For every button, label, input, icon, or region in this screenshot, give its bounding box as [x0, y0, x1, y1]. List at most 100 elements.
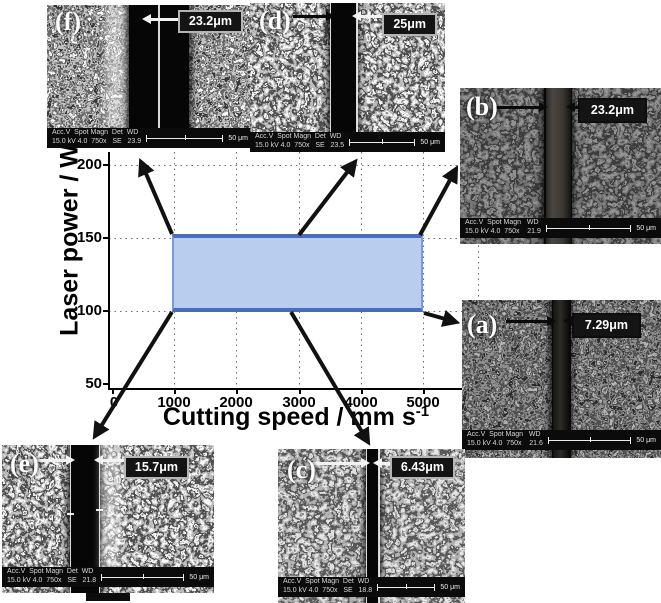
y-axis-line	[108, 152, 110, 390]
panel-letter: (f)	[55, 7, 81, 36]
measure-arrow-right-icon	[505, 320, 548, 323]
sem-meta-values: 15.0 kV 4.0 750x 21.9	[465, 228, 541, 235]
sem-info-bar: Acc.V Spot Magn Det WD 15.0 kV 4.0 750x …	[47, 128, 253, 148]
sem-info-bar: Acc.V Spot Magn WD 15.0 kV 4.0 750x 21.9…	[460, 218, 661, 238]
kerf-width-badge: 7.29μm	[571, 313, 641, 338]
x-axis-line	[108, 388, 481, 390]
kerf-width-badge: 6.43μm	[389, 456, 455, 479]
kerf-channel	[551, 300, 570, 458]
panel-letter: (d)	[259, 6, 291, 35]
measure-arrow-right-icon	[25, 459, 68, 462]
y-tick	[103, 237, 109, 239]
sem-panel-d: (d) 25μm Acc.V Spot Magn Det WD 15.0 kV …	[250, 3, 445, 152]
x-tick	[174, 389, 176, 394]
kerf-edge-line	[378, 449, 380, 603]
sem-meta-values: 15.0 kV 4.0 750x 21.6	[467, 440, 543, 447]
sem-meta: Acc.V Spot Magn WD 15.0 kV 4.0 750x 21.6	[467, 431, 543, 449]
kerf-channel	[365, 449, 379, 603]
kerf-width-badge: 23.2μm	[177, 10, 243, 33]
sem-panel-e: (e) 15.7μm Acc.V Spot Magn Det WD 15.0 k…	[2, 445, 214, 593]
scale-bar	[349, 137, 416, 147]
panel-letter: (a)	[467, 310, 498, 339]
sem-meta-values: 15.0 kV 4.0 750x SE 23.5	[255, 142, 345, 149]
x-tick-label: 2000	[219, 394, 253, 411]
scale-bar-label: 50 μm	[636, 224, 656, 232]
sem-info-bar: Acc.V Spot Magn Det WD 15.0 kV 4.0 750x …	[2, 567, 214, 587]
panel-letter: (b)	[466, 92, 498, 121]
sem-meta-values: 15.0 kV 4.0 750x SE 21.8	[7, 577, 97, 584]
sem-meta-header: Acc.V Spot Magn WD	[467, 431, 541, 439]
panel-letter: (e)	[10, 449, 39, 478]
gridline-x5000	[423, 152, 424, 388]
kerf-tick-mark	[66, 513, 74, 516]
sem-meta: Acc.V Spot Magn Det WD 15.0 kV 4.0 750x …	[52, 129, 141, 147]
sem-meta-header: Acc.V Spot Magn Det WD	[7, 568, 94, 576]
sem-meta-header: Acc.V Spot Magn Det WD	[255, 133, 342, 141]
measure-arrow-right-icon	[496, 106, 541, 109]
kerf-edge-line	[544, 88, 546, 244]
scale-bar-label: 50 μm	[228, 134, 248, 142]
sem-info-bar: Acc.V Spot Magn Det WD 15.0 kV 4.0 750x …	[278, 577, 465, 597]
highlighted-parameter-region	[172, 234, 423, 312]
y-tick-label: 150	[76, 229, 102, 246]
scale-bar-label: 50 μm	[440, 583, 460, 591]
sem-meta: Acc.V Spot Magn Det WD 15.0 kV 4.0 750x …	[283, 578, 372, 596]
kerf-edge-line	[569, 300, 571, 458]
scale-bar	[547, 435, 632, 445]
kerf-edge-line	[356, 3, 358, 152]
scale-bar	[101, 572, 185, 582]
kerf-edge-line	[570, 88, 573, 244]
sem-panel-f: (f) 23.2μm Acc.V Spot Magn Det WD 15.0 k…	[47, 5, 253, 148]
x-tick-label: 0	[109, 394, 119, 411]
kerf-tick-mark	[96, 508, 104, 511]
kerf-width-badge: 25μm	[382, 13, 437, 36]
kerf-edge-line	[329, 3, 332, 152]
melt-edge-highlight	[99, 445, 121, 573]
sem-meta-values: 15.0 kV 4.0 750x SE 23.9	[52, 138, 142, 145]
sem-meta: Acc.V Spot Magn Det WD 15.0 kV 4.0 750x …	[7, 568, 96, 586]
kerf-width-badge: 15.7μm	[123, 456, 189, 479]
x-axis-title-text: Cutting speed / mm s	[162, 403, 416, 431]
gridline-right-edge	[478, 152, 479, 388]
measure-arrow-left-icon	[360, 15, 387, 18]
gridline-y200	[109, 165, 480, 166]
y-axis-title: Laser power / W	[55, 144, 84, 336]
y-tick	[103, 383, 109, 385]
x-tick-label: 5000	[406, 394, 440, 411]
kerf-edge-line	[98, 445, 101, 593]
sem-meta-header: Acc.V Spot Magn Det WD	[52, 129, 139, 137]
sem-info-bar: Acc.V Spot Magn WD 15.0 kV 4.0 750x 21.6…	[462, 430, 661, 450]
sem-panel-c: (c) 6.43μm Acc.V Spot Magn Det WD 15.0 k…	[278, 449, 465, 603]
kerf-edge-line	[69, 445, 72, 593]
scale-bar	[377, 582, 436, 592]
arrow-to-panel-a	[423, 309, 461, 327]
sem-panel-b: (b) 23.2μm Acc.V Spot Magn WD 15.0 kV 4.…	[460, 88, 661, 244]
kerf-edge-line	[158, 5, 160, 148]
sem-meta-header: Acc.V Spot Magn WD	[465, 219, 539, 227]
sem-meta: Acc.V Spot Magn Det WD 15.0 kV 4.0 750x …	[255, 133, 344, 151]
kerf-width-badge: 23.2μm	[577, 98, 647, 123]
measure-arrow-left-icon	[101, 459, 134, 462]
y-tick-label: 200	[76, 156, 102, 173]
x-axis-title-exponent: -1	[415, 403, 430, 420]
scale-bar	[545, 223, 632, 233]
panel-letter: (c)	[287, 455, 316, 484]
scale-bar-label: 50 μm	[420, 138, 440, 146]
sem-meta-values: 15.0 kV 4.0 750x SE 18.8	[283, 587, 373, 594]
sem-info-bar: Acc.V Spot Magn Det WD 15.0 kV 4.0 750x …	[250, 132, 445, 152]
scale-bar-label: 50 μm	[636, 436, 656, 444]
y-tick-label: 50	[85, 375, 102, 392]
arrow-to-panel-d	[297, 158, 358, 237]
arrow-to-panel-b	[418, 165, 459, 236]
measure-arrow-right-icon	[292, 15, 327, 18]
measure-arrow-left-icon	[150, 18, 178, 21]
y-tick	[103, 310, 109, 312]
scale-bar-label: 50 μm	[189, 573, 209, 581]
kerf-edge-line	[551, 300, 554, 458]
kerf-edge-line	[365, 449, 368, 603]
measure-arrow-right-icon	[309, 462, 362, 465]
kerf-channel	[329, 3, 358, 152]
sem-meta: Acc.V Spot Magn WD 15.0 kV 4.0 750x 21.9	[465, 219, 541, 237]
scale-bar	[146, 133, 224, 143]
